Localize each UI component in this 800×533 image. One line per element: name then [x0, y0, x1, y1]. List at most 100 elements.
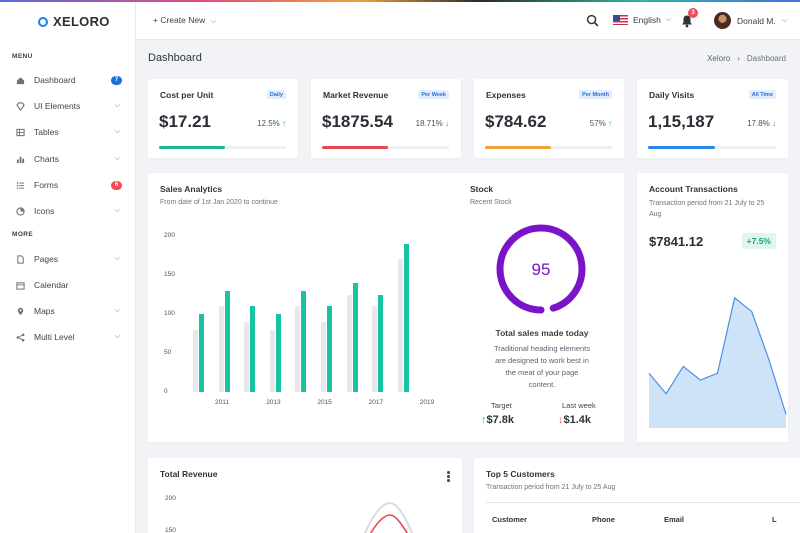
column-header-phone[interactable]: Phone	[592, 515, 615, 524]
bar-2012-series-0[interactable]	[218, 306, 224, 392]
chevron-down-icon: ⌵	[114, 102, 120, 109]
bar-2015-series-0[interactable]	[295, 306, 301, 392]
sidebar-item-label: Multi Level	[34, 332, 75, 342]
user-menu[interactable]: Donald M. ⌵	[714, 12, 793, 29]
area-fill	[649, 297, 786, 428]
bar-2016-series-0[interactable]	[321, 321, 326, 392]
sidebar: XELORO MENU Dashboard 7 UI Elements ⌵ Ta…	[0, 2, 136, 533]
sidebar-item-tables[interactable]: Tables ⌵	[14, 123, 126, 141]
revenue-chart	[364, 501, 414, 533]
bar-2018-series-1[interactable]	[378, 294, 384, 392]
bell-icon[interactable]	[681, 14, 693, 28]
sales-subtitle: From date of 1st Jan 2020 to continue	[160, 199, 278, 206]
stat-card-cost-per-unit: Cost per Unit Daily $17.21 12.5% ↑	[148, 79, 298, 158]
stat-progress-fill	[159, 146, 226, 149]
x-tick-label: 2011	[215, 399, 229, 406]
stat-value: $1875.54	[322, 112, 393, 131]
sidebar-item-charts[interactable]: Charts ⌵	[14, 150, 126, 168]
account-value: $7841.12	[649, 234, 704, 249]
chevron-down-icon: ⌵	[114, 333, 120, 340]
stat-value: $784.62	[485, 112, 547, 131]
bar-2018-series-0[interactable]	[372, 306, 378, 392]
target-value-row: ↑$7.8k	[481, 414, 514, 426]
stock-heading: Total sales made today	[495, 328, 589, 338]
sidebar-item-label: Forms	[34, 180, 59, 190]
account-title: Account Transactions	[649, 184, 738, 194]
more-section-label: MORE	[12, 231, 34, 238]
column-header-customer[interactable]: Customer	[492, 515, 528, 524]
sidebar-item-pages[interactable]: Pages ⌵	[14, 250, 126, 268]
bar-2011-series-0[interactable]	[193, 329, 198, 392]
stat-pct: 12.5%	[257, 119, 280, 128]
arrow-up-icon: ↑	[608, 119, 612, 128]
table-icon	[14, 126, 26, 138]
sidebar-item-icons[interactable]: Icons ⌵	[14, 202, 126, 220]
stat-progress	[648, 146, 776, 149]
arrow-down-icon: ↓	[558, 414, 564, 426]
table-divider	[486, 502, 800, 503]
account-subtitle: Transaction period from 21 July to 25 Au…	[649, 200, 765, 218]
sidebar-item-ui-elements[interactable]: UI Elements ⌵	[14, 97, 126, 115]
map-pin-icon	[14, 305, 26, 317]
sidebar-item-label: Tables	[34, 127, 59, 137]
stock-subtitle: Recent Stock	[470, 199, 512, 206]
search-icon[interactable]	[586, 14, 599, 27]
app-logo[interactable]: XELORO	[38, 14, 110, 29]
language-selector[interactable]: English ⌵	[613, 15, 677, 25]
bar-2017-series-1[interactable]	[352, 282, 358, 392]
bar-2014-series-0[interactable]	[269, 329, 275, 392]
bar-2013-series-0[interactable]	[244, 321, 250, 392]
bar-2011-series-1[interactable]	[199, 314, 204, 392]
more-options-icon[interactable]	[447, 471, 450, 483]
revenue-title: Total Revenue	[160, 469, 218, 479]
bar-chart-icon	[14, 153, 26, 165]
breadcrumb-current: Dashboard	[746, 54, 786, 63]
app-name: XELORO	[53, 14, 110, 29]
create-new-button[interactable]: + Create New ⌵	[153, 15, 222, 26]
target-label: Target	[491, 401, 512, 410]
stat-progress-fill	[648, 146, 715, 149]
logo-mark-icon	[38, 16, 48, 27]
area-line	[648, 296, 787, 415]
sidebar-item-label: Charts	[34, 154, 60, 164]
x-tick-label: 2019	[419, 399, 435, 406]
y-tick-label: 100	[164, 310, 175, 317]
breadcrumb-item[interactable]: Xeloro	[707, 54, 731, 63]
sidebar-item-maps[interactable]: Maps ⌵	[14, 302, 126, 320]
column-header-last[interactable]: L	[772, 515, 777, 524]
stock-description-line: content.	[528, 380, 556, 389]
pie-icon	[14, 205, 26, 217]
stat-change: 18.71% ↓	[416, 119, 449, 128]
stat-pct: 18.71%	[415, 119, 443, 128]
sidebar-item-multi-level[interactable]: Multi Level ⌵	[14, 328, 126, 346]
arrow-down-icon: ↓	[772, 119, 776, 128]
stat-pct: 17.8%	[747, 119, 770, 128]
stat-tag: Daily	[266, 90, 286, 99]
x-tick-label: 2017	[368, 399, 384, 406]
chevron-down-icon: ⌵	[114, 155, 120, 162]
calendar-icon	[14, 279, 26, 291]
stock-description: Traditional heading elements are designe…	[470, 343, 614, 391]
column-header-email[interactable]: Email	[664, 515, 685, 524]
top-accent-strip	[0, 0, 800, 2]
bar-2012-series-1[interactable]	[224, 290, 230, 392]
sidebar-item-calendar[interactable]: Calendar	[14, 276, 126, 294]
last-week-value-row: ↓$1.4k	[558, 414, 591, 426]
stat-change: 57% ↑	[590, 119, 612, 128]
sidebar-item-forms[interactable]: Forms 6	[14, 176, 126, 194]
stat-progress	[322, 146, 449, 149]
bar-2016-series-1[interactable]	[327, 306, 332, 392]
sidebar-badge: 6	[111, 180, 122, 190]
bar-2014-series-1[interactable]	[275, 314, 281, 392]
bar-2015-series-1[interactable]	[301, 290, 307, 392]
sales-stock-card: Sales Analytics From date of 1st Jan 202…	[148, 173, 624, 442]
bar-2013-series-1[interactable]	[250, 306, 256, 392]
bar-2019-series-1[interactable]	[403, 243, 409, 392]
y-tick-label: 50	[164, 349, 172, 356]
stat-title: Market Revenue	[323, 90, 389, 100]
account-change-badge: +7.5%	[741, 233, 776, 249]
account-area-chart	[648, 296, 787, 428]
bar-2019-series-0[interactable]	[397, 259, 403, 392]
bar-2017-series-0[interactable]	[346, 294, 352, 392]
sidebar-item-dashboard[interactable]: Dashboard 7	[14, 71, 126, 89]
